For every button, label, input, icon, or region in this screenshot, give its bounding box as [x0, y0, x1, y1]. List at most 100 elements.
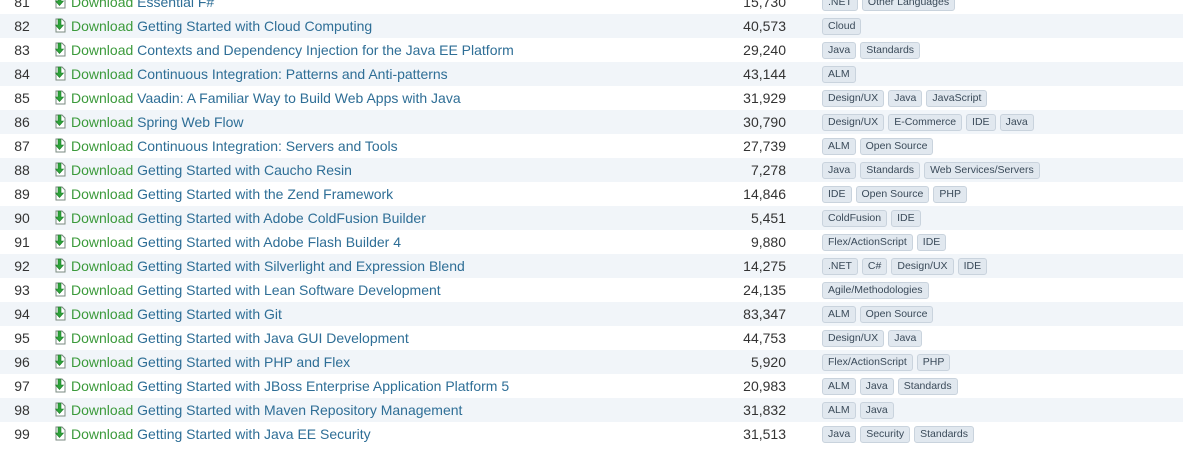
download-icon[interactable]	[53, 66, 68, 81]
category-tag[interactable]: Design/UX	[891, 257, 954, 275]
download-link[interactable]: Download Vaadin: A Familiar Way to Build…	[71, 86, 461, 110]
download-icon[interactable]	[53, 306, 68, 321]
refcard-title-link[interactable]: Getting Started with Adobe Flash Builder…	[137, 234, 401, 250]
category-tag[interactable]: Flex/ActionScript	[822, 233, 913, 251]
download-link[interactable]: Download Getting Started with Lean Softw…	[71, 278, 441, 302]
download-label[interactable]: Download	[71, 42, 134, 58]
download-icon[interactable]	[53, 282, 68, 297]
download-label[interactable]: Download	[71, 18, 134, 34]
category-tag[interactable]: Open Source	[859, 137, 934, 155]
download-label[interactable]: Download	[71, 162, 134, 178]
download-icon[interactable]	[53, 210, 68, 225]
refcard-title-link[interactable]: Getting Started with Java EE Security	[137, 426, 371, 442]
download-icon[interactable]	[53, 330, 68, 345]
download-icon[interactable]	[53, 18, 68, 33]
category-tag[interactable]: Agile/Methodologies	[822, 281, 929, 299]
category-tag[interactable]: C#	[861, 257, 888, 275]
category-tag[interactable]: Flex/ActionScript	[822, 353, 913, 371]
download-link[interactable]: Download Getting Started with Cloud Comp…	[71, 14, 372, 38]
category-tag[interactable]: Java	[859, 377, 894, 395]
category-tag[interactable]: ALM	[822, 401, 856, 419]
category-tag[interactable]: Java	[822, 425, 857, 443]
refcard-title-link[interactable]: Continuous Integration: Patterns and Ant…	[137, 66, 448, 82]
download-link[interactable]: Download Getting Started with JBoss Ente…	[71, 374, 509, 398]
category-tag[interactable]: E-Commerce	[888, 113, 963, 131]
download-label[interactable]: Download	[71, 0, 134, 10]
category-tag[interactable]: Standards	[897, 377, 958, 395]
download-label[interactable]: Download	[71, 378, 134, 394]
download-icon[interactable]	[53, 114, 68, 129]
category-tag[interactable]: Java	[888, 329, 923, 347]
refcard-title-link[interactable]: Getting Started with Silverlight and Exp…	[137, 258, 465, 274]
download-icon[interactable]	[53, 138, 68, 153]
category-tag[interactable]: IDE	[891, 209, 921, 227]
refcard-title-link[interactable]: Getting Started with PHP and Flex	[137, 354, 351, 370]
refcard-title-link[interactable]: Getting Started with the Zend Framework	[137, 186, 394, 202]
category-tag[interactable]: Web Services/Servers	[924, 161, 1040, 179]
download-link[interactable]: Download Getting Started with Adobe Cold…	[71, 206, 426, 230]
download-link[interactable]: Download Getting Started with Maven Repo…	[71, 398, 462, 422]
category-tag[interactable]: Java	[822, 161, 857, 179]
refcard-title-link[interactable]: Getting Started with JBoss Enterprise Ap…	[137, 378, 510, 394]
category-tag[interactable]: ALM	[822, 65, 856, 83]
download-label[interactable]: Download	[71, 306, 134, 322]
refcard-title-link[interactable]: Vaadin: A Familiar Way to Build Web Apps…	[137, 90, 461, 106]
category-tag[interactable]: JavaScript	[926, 89, 988, 107]
download-link[interactable]: Download Continuous Integration: Pattern…	[71, 62, 448, 86]
category-tag[interactable]: Design/UX	[822, 89, 885, 107]
refcard-title-link[interactable]: Continuous Integration: Servers and Tool…	[137, 138, 398, 154]
refcard-title-link[interactable]: Getting Started with Caucho Resin	[137, 162, 352, 178]
category-tag[interactable]: PHP	[916, 353, 951, 371]
download-icon[interactable]	[53, 90, 68, 105]
refcard-title-link[interactable]: Getting Started with Java GUI Developmen…	[137, 330, 409, 346]
download-label[interactable]: Download	[71, 114, 134, 130]
download-link[interactable]: Download Spring Web Flow	[71, 110, 244, 134]
download-label[interactable]: Download	[71, 90, 134, 106]
category-tag[interactable]: Open Source	[855, 185, 930, 203]
category-tag[interactable]: Standards	[860, 41, 921, 59]
category-tag[interactable]: ALM	[822, 137, 856, 155]
category-tag[interactable]: IDE	[822, 185, 852, 203]
download-label[interactable]: Download	[71, 66, 134, 82]
download-label[interactable]: Download	[71, 426, 134, 442]
refcard-title-link[interactable]: Getting Started with Cloud Computing	[137, 18, 373, 34]
category-tag[interactable]: .NET	[822, 0, 858, 11]
refcard-title-link[interactable]: Getting Started with Git	[137, 306, 282, 322]
refcard-title-link[interactable]: Getting Started with Lean Software Devel…	[137, 282, 441, 298]
category-tag[interactable]: PHP	[933, 185, 967, 203]
category-tag[interactable]: Standards	[860, 161, 921, 179]
category-tag[interactable]: Design/UX	[822, 113, 885, 131]
category-tag[interactable]: Java	[999, 113, 1034, 131]
download-link[interactable]: Download Getting Started with Adobe Flas…	[71, 230, 401, 254]
category-tag[interactable]: Cloud	[822, 17, 862, 35]
download-label[interactable]: Download	[71, 186, 134, 202]
refcard-title-link[interactable]: Essential F#	[137, 0, 215, 10]
download-link[interactable]: Download Getting Started with Java GUI D…	[71, 326, 409, 350]
refcard-title-link[interactable]: Getting Started with Adobe ColdFusion Bu…	[137, 210, 426, 226]
download-label[interactable]: Download	[71, 234, 134, 250]
category-tag[interactable]: ALM	[822, 305, 856, 323]
refcard-title-link[interactable]: Contexts and Dependency Injection for th…	[137, 42, 514, 58]
download-link[interactable]: Download Contexts and Dependency Injecti…	[71, 38, 514, 62]
refcard-title-link[interactable]: Getting Started with Maven Repository Ma…	[137, 402, 463, 418]
download-link[interactable]: Download Getting Started with PHP and Fl…	[71, 350, 350, 374]
download-label[interactable]: Download	[71, 402, 134, 418]
download-icon[interactable]	[53, 186, 68, 201]
download-icon[interactable]	[53, 258, 68, 273]
download-label[interactable]: Download	[71, 330, 134, 346]
download-label[interactable]: Download	[71, 138, 134, 154]
category-tag[interactable]: ColdFusion	[822, 209, 888, 227]
category-tag[interactable]: Standards	[914, 425, 974, 443]
category-tag[interactable]: Java	[888, 89, 923, 107]
download-icon[interactable]	[53, 378, 68, 393]
download-icon[interactable]	[53, 162, 68, 177]
download-label[interactable]: Download	[71, 282, 134, 298]
download-icon[interactable]	[53, 42, 68, 57]
download-icon[interactable]	[53, 354, 68, 369]
category-tag[interactable]: ALM	[822, 377, 856, 395]
download-link[interactable]: Download Continuous Integration: Servers…	[71, 134, 398, 158]
download-icon[interactable]	[53, 234, 68, 249]
download-link[interactable]: Download Getting Started with Java EE Se…	[71, 422, 371, 446]
category-tag[interactable]: Open Source	[859, 305, 934, 323]
category-tag[interactable]: Other Languages	[861, 0, 956, 11]
